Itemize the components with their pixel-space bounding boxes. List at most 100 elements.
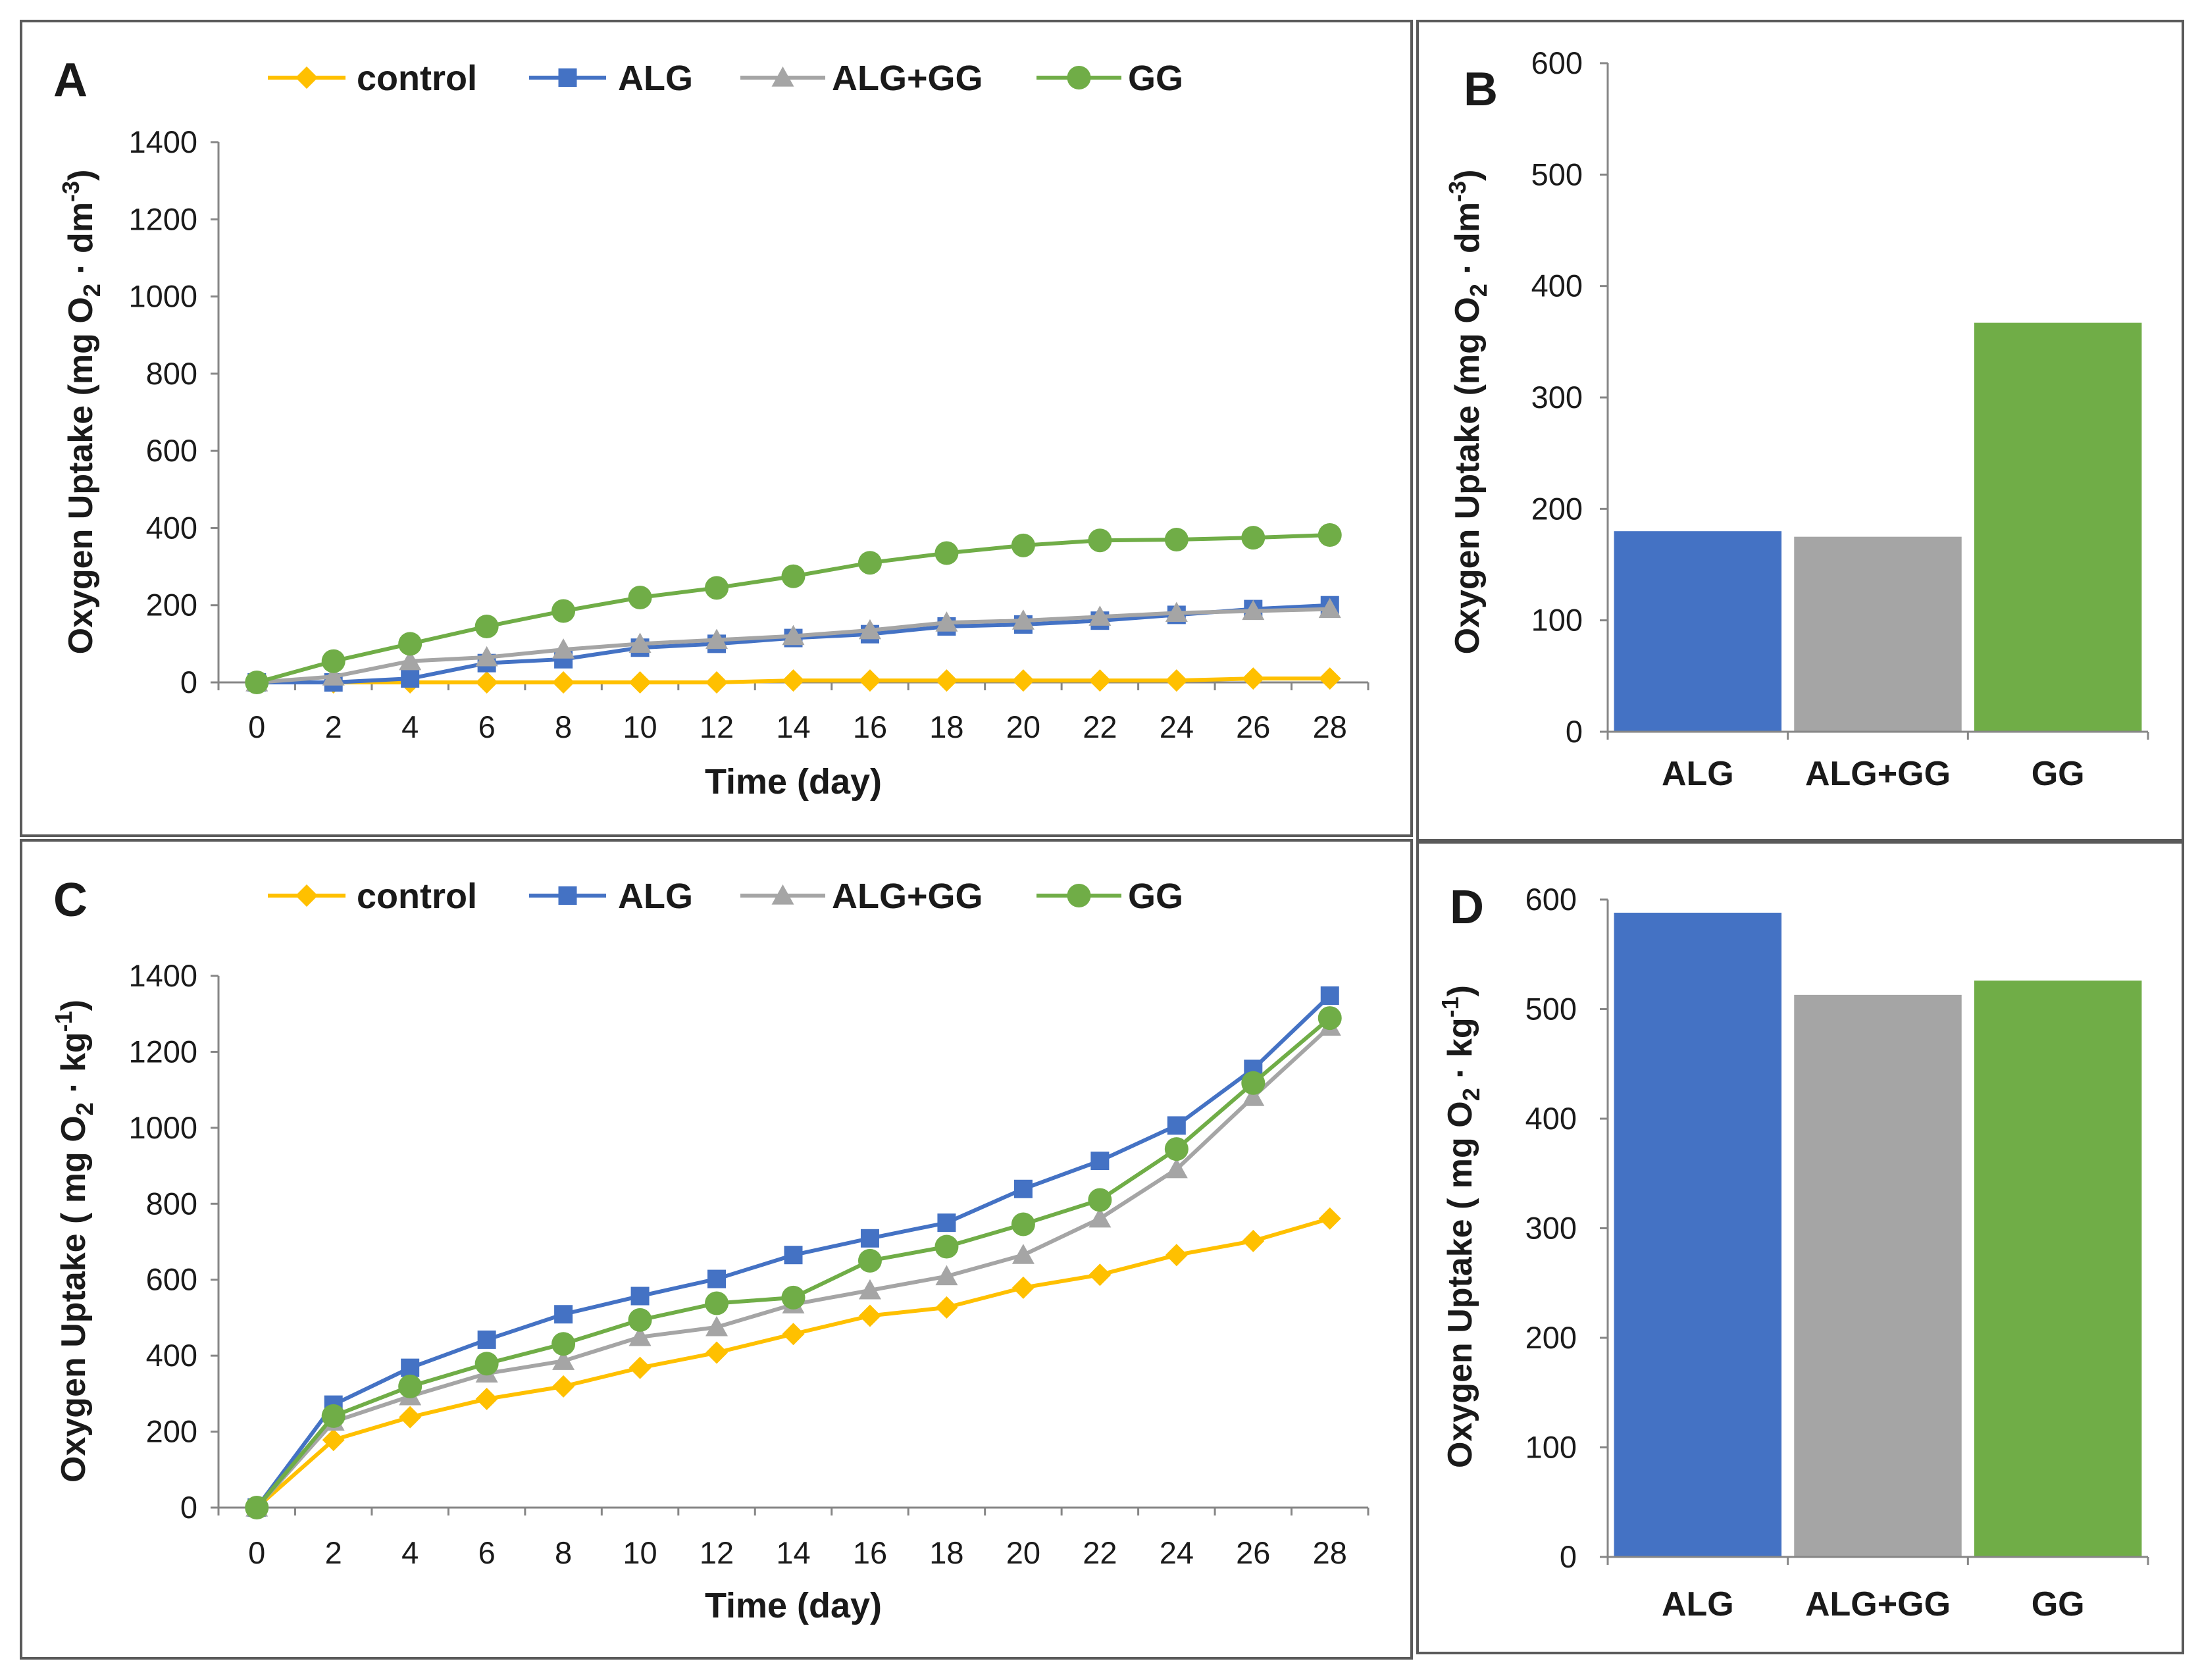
chart-d-bar-alg-plus-gg (1794, 994, 1962, 1557)
chart-c-y-tick-label: 400 (146, 1338, 197, 1373)
chart-c-control-point (705, 1341, 729, 1364)
chart-a-legend-gg-marker (1067, 66, 1091, 89)
chart-a-x-tick-label: 4 (401, 709, 419, 744)
chart-a-x-tick-label: 12 (700, 709, 734, 744)
chart-c-y-tick-label: 1000 (128, 1110, 197, 1145)
chart-c-gg-point (474, 1352, 499, 1376)
chart-a-gg-point (628, 585, 652, 609)
chart-a-control-point (782, 669, 805, 692)
chart-c-alg-point (707, 1269, 727, 1288)
chart-c-legend-control-marker (295, 884, 318, 907)
chart-a-x-tick-label: 10 (623, 709, 657, 744)
chart-c-control-point (1318, 1207, 1341, 1230)
chart-b-y-axis-title-sup: -3 (1444, 181, 1471, 202)
chart-c-x-tick-label: 0 (248, 1535, 265, 1570)
chart-d-y-tick-label: 100 (1525, 1430, 1577, 1465)
chart-c-alg-plus-gg-point (1011, 1244, 1035, 1264)
chart-c-x-tick-label: 22 (1083, 1535, 1117, 1570)
chart-a-control-point (628, 671, 652, 694)
chart-a-gg-point (705, 576, 729, 600)
chart-a-alg-plus-gg-point (1088, 605, 1112, 626)
chart-a-y-tick-label: 200 (146, 588, 197, 623)
chart-b-x-tick-label: ALG (1662, 755, 1734, 793)
chart-d-y-axis-title: Oxygen Uptake ( mg O2 · kg-1) (1437, 985, 1485, 1468)
chart-a-y-tick-label: 0 (180, 665, 197, 700)
chart-a-gg-point (1164, 528, 1189, 552)
chart-c-legend-control-label: control (357, 877, 477, 916)
chart-c-x-tick-label: 26 (1236, 1535, 1270, 1570)
chart-c-y-axis-title-mid: · kg (55, 1032, 93, 1102)
chart-a-x-tick-label: 6 (478, 709, 496, 744)
chart-c-gg-point (245, 1496, 269, 1519)
chart-c-legend-alg-plus-gg-label: ALG+GG (832, 877, 983, 916)
chart-c-gg-point (857, 1248, 882, 1273)
chart-a-control-point (1242, 667, 1265, 690)
chart-d-x-tick-label: ALG (1662, 1585, 1734, 1623)
chart-d-y-axis-title-sup: -1 (1437, 996, 1464, 1017)
chart-c-gg-point (1164, 1137, 1189, 1161)
chart-d-y-tick-label: 300 (1525, 1211, 1577, 1246)
chart-c-alg-point (1013, 1179, 1033, 1198)
chart-d-y-axis-title-pre: Oxygen Uptake ( mg O (1441, 1101, 1479, 1468)
chart-b-y-tick-label: 500 (1531, 157, 1583, 191)
chart-c-y-axis-title-sup: -1 (50, 1011, 77, 1032)
chart-a-alg-plus-gg-point (475, 646, 498, 667)
chart-c-control-point (858, 1304, 881, 1327)
chart-a-alg-plus-gg-point (1011, 609, 1035, 630)
chart-a-x-tick-label: 24 (1160, 709, 1194, 744)
chart-d-y-axis-title-mid: · kg (1441, 1017, 1479, 1088)
chart-b-x-tick-label: GG (2032, 755, 2085, 793)
chart-c-frame (20, 839, 1413, 1660)
chart-a-gg-point (934, 541, 959, 565)
chart-a-gg-point (1088, 528, 1112, 553)
chart-a-y-tick-label: 1400 (128, 124, 197, 159)
chart-a-control-point (1011, 669, 1035, 692)
chart-a-x-tick-label: 8 (555, 709, 572, 744)
chart-a-y-axis-title-sub: 2 (78, 284, 105, 297)
chart-a-x-tick-label: 14 (776, 709, 810, 744)
chart-a-legend-alg-plus-gg-label: ALG+GG (832, 59, 983, 98)
chart-d-y-axis-title-sub: 2 (1458, 1088, 1485, 1101)
chart-a-y-axis-title-sup: -3 (57, 181, 84, 202)
chart-b-bar-alg-plus-gg (1794, 536, 1962, 732)
chart-c-control-point (1165, 1244, 1188, 1267)
chart-c-alg-point (554, 1305, 573, 1324)
chart-a-control-point (935, 669, 958, 692)
chart-a-x-tick-label: 26 (1236, 709, 1270, 744)
chart-c-gg-point (1241, 1071, 1266, 1095)
chart-b-y-axis-title-sub: 2 (1465, 284, 1492, 297)
chart-d-y-axis-title-post: ) (1441, 985, 1479, 996)
chart-c-gg-point (934, 1235, 959, 1259)
chart-b-y-tick-label: 600 (1531, 45, 1583, 80)
chart-b-y-axis-title-pre: Oxygen Uptake (mg O (1448, 297, 1487, 654)
chart-a-gg-point (1317, 522, 1342, 547)
chart-d-y-tick-label: 200 (1525, 1320, 1577, 1355)
chart-c-y-tick-label: 200 (146, 1414, 197, 1449)
chart-b: B 0 100 200 300 400 500 600 ALG ALG+GG GG Oxygen Up… (1416, 20, 2184, 842)
chart-a-gg-point (1241, 526, 1266, 550)
chart-a-alg-plus-gg-point (858, 619, 881, 640)
chart-c-legend-gg-label: GG (1128, 877, 1183, 916)
chart-a-legend-alg-label: ALG (618, 59, 693, 98)
chart-a-legend-control-marker (295, 66, 318, 89)
chart-d-x-tick-label: ALG+GG (1805, 1585, 1951, 1623)
chart-a-control-point (858, 669, 881, 692)
chart-c-x-tick-label: 24 (1160, 1535, 1194, 1570)
chart-c-control-point (399, 1406, 422, 1429)
chart-c-x-tick-label: 16 (853, 1535, 887, 1570)
chart-c-alg-point (1320, 986, 1339, 1005)
chart-c-alg-point (630, 1286, 650, 1306)
chart-a-alg-point (401, 669, 420, 688)
chart-a-y-axis-title: Oxygen Uptake (mg O2 · dm-3) (57, 170, 105, 655)
chart-b-y-tick-label: 100 (1531, 603, 1583, 638)
chart-a-x-tick-label: 20 (1006, 709, 1040, 744)
chart-a-control-point (705, 671, 729, 694)
chart-c-x-tick-label: 20 (1006, 1535, 1040, 1570)
chart-c-y-tick-label: 800 (146, 1186, 197, 1221)
chart-c-alg-point (1167, 1116, 1186, 1135)
chart-c-alg-point (401, 1358, 420, 1377)
chart-d-bar-alg (1614, 912, 1782, 1557)
chart-a-alg-plus-gg-point (1165, 601, 1188, 623)
chart-c-legend-gg-marker (1067, 884, 1091, 907)
